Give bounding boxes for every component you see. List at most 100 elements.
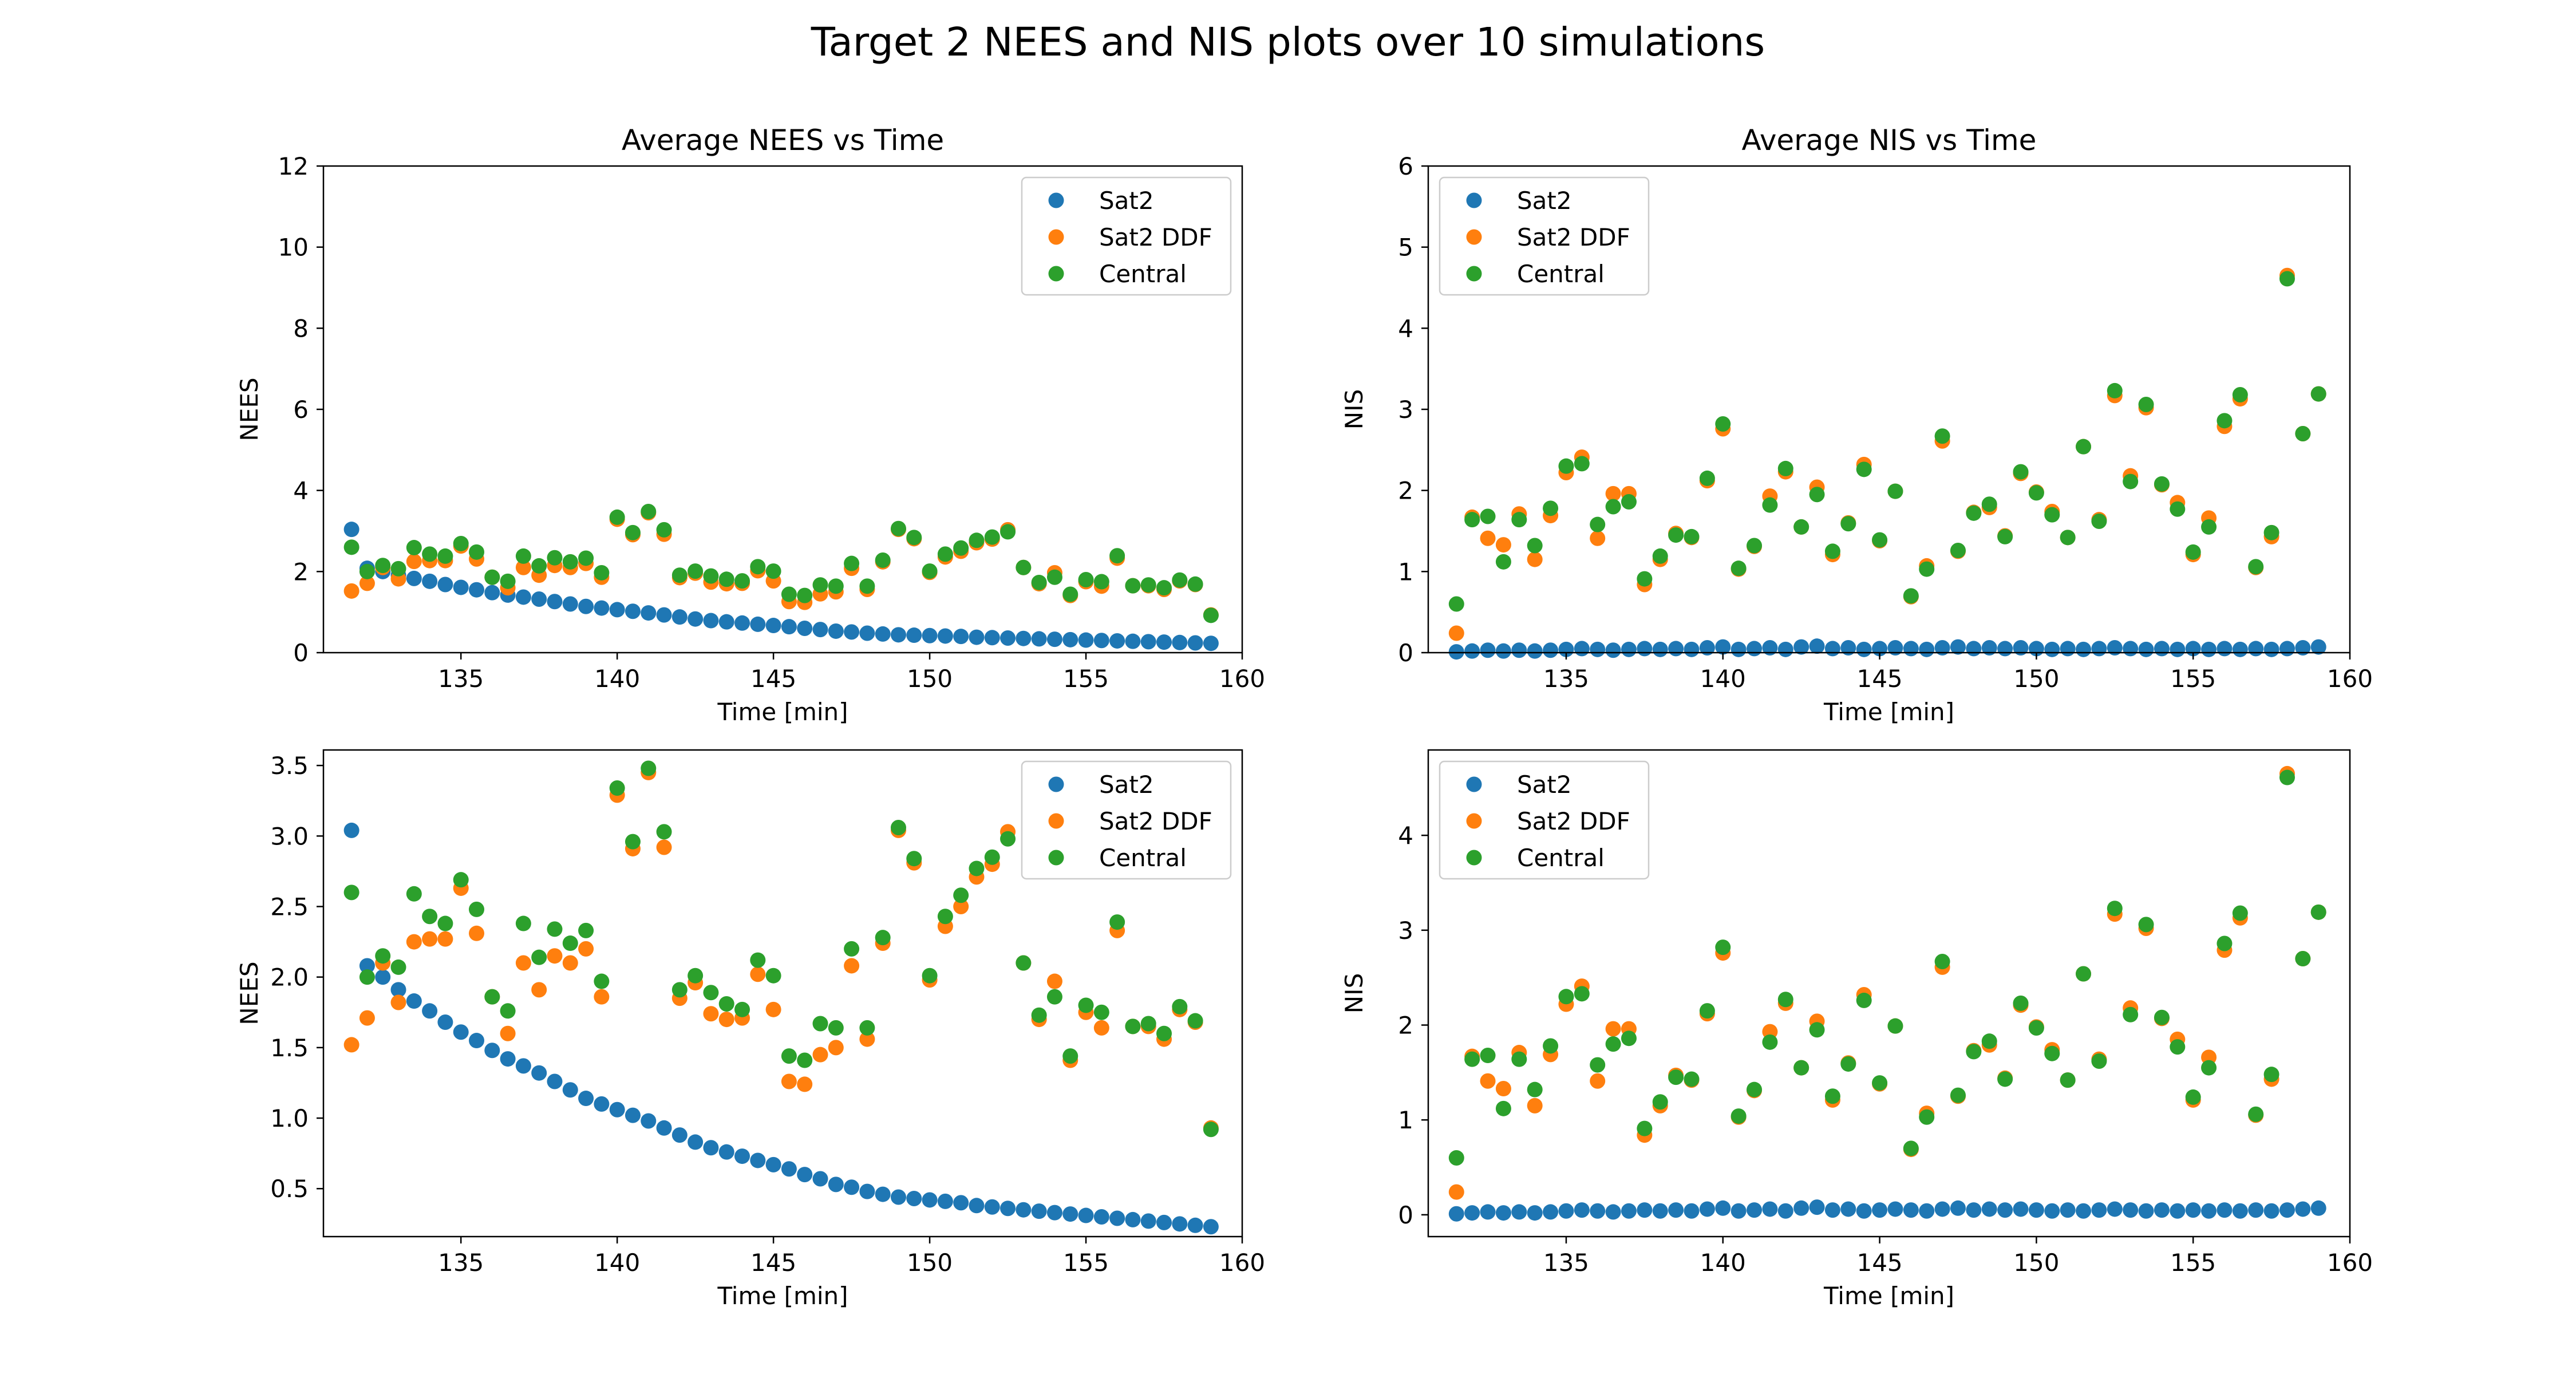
nees-bottom-point-central-12 [531, 949, 547, 965]
nis-top-point-central-23 [1809, 487, 1825, 503]
nees-bottom-point-sat2-51 [1140, 1213, 1156, 1229]
nis-bottom-point-central-37 [2028, 1020, 2044, 1036]
nees-bottom-xtick-label-145: 145 [750, 1249, 796, 1277]
nees-bottom-point-central-5 [422, 909, 438, 925]
nees-bottom-point-sat2-ddf-13 [547, 948, 563, 964]
nis-bottom-point-sat2-16 [1699, 1201, 1715, 1217]
nis-top-point-central-54 [2295, 426, 2311, 441]
nis-bottom-point-central-33 [1966, 1044, 1982, 1060]
nis-bottom-point-central-32 [1950, 1087, 1966, 1103]
nees-bottom-point-central-28 [781, 1048, 797, 1064]
nis-bottom-ytick-label-2: 2 [1398, 1012, 1413, 1040]
nis-bottom-point-central-39 [2060, 1072, 2076, 1088]
nis-top-point-sat2-43 [2123, 641, 2139, 657]
nis-bottom-points [1448, 765, 2326, 1222]
nis-top-legend-label-sat2-ddf: Sat2 DDF [1517, 223, 1630, 251]
nis-top-point-sat2-42 [2107, 640, 2123, 656]
nees-top-point-sat2-52 [1156, 634, 1172, 650]
nis-bottom-point-central-3 [1495, 1100, 1511, 1116]
nis-bottom-point-sat2-4 [1511, 1204, 1527, 1220]
nis-bottom-point-central-52 [2263, 1067, 2279, 1083]
nees-top-point-sat2-50 [1125, 633, 1141, 649]
nees-top-point-sat2-42 [1000, 630, 1016, 646]
nees-top-point-central-35 [890, 520, 906, 536]
nees-bottom-point-sat2-24 [718, 1144, 734, 1160]
nees-top-ytick-label-6: 6 [293, 396, 309, 424]
nees-top-point-sat2-32 [844, 624, 860, 640]
nis-top-point-central-13 [1652, 548, 1668, 564]
nis-top-point-central-18 [1730, 560, 1747, 577]
nis-top-point-sat2-33 [1966, 641, 1982, 657]
nees-top-legend-marker-sat2-ddf [1048, 229, 1064, 245]
nis-bottom-point-central-13 [1652, 1094, 1668, 1110]
nees-bottom-point-sat2-33 [859, 1183, 875, 1199]
nis-top-legend-box [1439, 176, 1650, 296]
nis-top-point-central-32 [1950, 543, 1966, 558]
nis-bottom-point-sat2-32 [1950, 1200, 1966, 1216]
nees-top-point-central-4 [406, 540, 422, 556]
nis-bottom-point-sat2-8 [1574, 1202, 1590, 1218]
nis-top-point-sat2-22 [1793, 639, 1809, 655]
nis-top-legend-label-sat2: Sat2 [1517, 187, 1572, 215]
nees-top-point-central-54 [1187, 576, 1203, 592]
nis-top-point-central-36 [2013, 464, 2029, 480]
nees-top-point-central-7 [453, 535, 469, 551]
nis-bottom-point-central-23 [1809, 1022, 1825, 1038]
nees-bottom-point-sat2-0 [343, 822, 359, 838]
nees-top-point-sat2-38 [937, 628, 953, 644]
nees-bottom-point-central-10 [500, 1003, 516, 1019]
nees-bottom-point-central-41 [984, 849, 1000, 865]
nees-top-point-sat2-7 [453, 579, 469, 595]
nis-top-point-sat2-ddf-9 [1590, 530, 1606, 546]
nees-top-point-sat2-23 [703, 613, 719, 629]
nees-bottom-point-central-52 [1156, 1025, 1172, 1041]
nis-bottom-point-sat2-51 [2248, 1202, 2264, 1218]
nees-bottom-point-sat2-43 [1016, 1202, 1032, 1218]
nees-bottom-point-central-43 [1016, 955, 1032, 971]
nis-top-point-sat2-ddf-10 [1605, 485, 1621, 502]
nees-bottom-point-sat2-ddf-11 [515, 955, 531, 971]
figure-title: Target 2 NEES and NIS plots over 10 simu… [811, 19, 1765, 65]
nis-bottom-legend-marker-sat2-ddf [1466, 813, 1482, 829]
nis-top-point-central-30 [1919, 561, 1935, 577]
nis-bottom-point-central-18 [1730, 1108, 1747, 1124]
nees-top-point-sat2-27 [765, 618, 781, 634]
nis-top-point-central-16 [1699, 470, 1715, 486]
nees-bottom-point-sat2-37 [922, 1192, 938, 1208]
nees-bottom-point-central-15 [578, 922, 594, 938]
nis-bottom-point-sat2-52 [2263, 1203, 2279, 1219]
nees-top-point-sat2-33 [859, 625, 875, 641]
nees-bottom-point-sat2-48 [1093, 1209, 1109, 1225]
nis-bottom-point-central-15 [1684, 1071, 1700, 1087]
nis-top-point-central-0 [1448, 596, 1464, 612]
nis-bottom-point-central-4 [1511, 1051, 1527, 1067]
nees-bottom-point-sat2-22 [688, 1134, 704, 1150]
nees-top-ytick-label-0: 0 [293, 639, 309, 667]
nees-bottom-point-sat2-14 [562, 1082, 578, 1098]
nis-bottom-xtick-label-150: 150 [2013, 1249, 2059, 1277]
nis-top-point-sat2-13 [1652, 641, 1668, 657]
nis-top-point-central-1 [1464, 512, 1480, 528]
nis-bottom-ytick-label-3: 3 [1398, 917, 1413, 945]
nis-bottom-point-sat2-35 [1997, 1202, 2013, 1218]
nis-bottom-point-sat2-ddf-10 [1605, 1021, 1621, 1037]
nis-top-point-sat2-29 [1903, 641, 1919, 657]
nees-bottom-point-central-40 [969, 860, 985, 876]
nees-bottom-ytick-label-2: 2.0 [270, 964, 309, 992]
nees-top-point-sat2-54 [1187, 635, 1203, 651]
nees-top-point-central-6 [437, 548, 453, 564]
nis-top-point-central-34 [1981, 496, 1997, 512]
nis-bottom-legend-label-central: Central [1517, 844, 1605, 872]
nis-top-point-sat2-ddf-0 [1448, 625, 1464, 641]
nis-top-point-central-29 [1903, 588, 1919, 604]
nees-top-point-sat2-35 [890, 627, 906, 643]
nis-bottom-frame [1427, 749, 2351, 1238]
nees-top-point-sat2-43 [1016, 630, 1032, 646]
nees-top-point-central-13 [547, 550, 563, 566]
nees-top-point-sat2-29 [797, 621, 813, 636]
nees-bottom-point-central-49 [1109, 914, 1125, 930]
nis-top-point-central-11 [1621, 494, 1637, 510]
nis-bottom-legend-marker-sat2 [1466, 776, 1482, 792]
nis-top-ylabel: NIS [1340, 389, 1368, 429]
nees-bottom-point-sat2-8 [469, 1033, 484, 1049]
